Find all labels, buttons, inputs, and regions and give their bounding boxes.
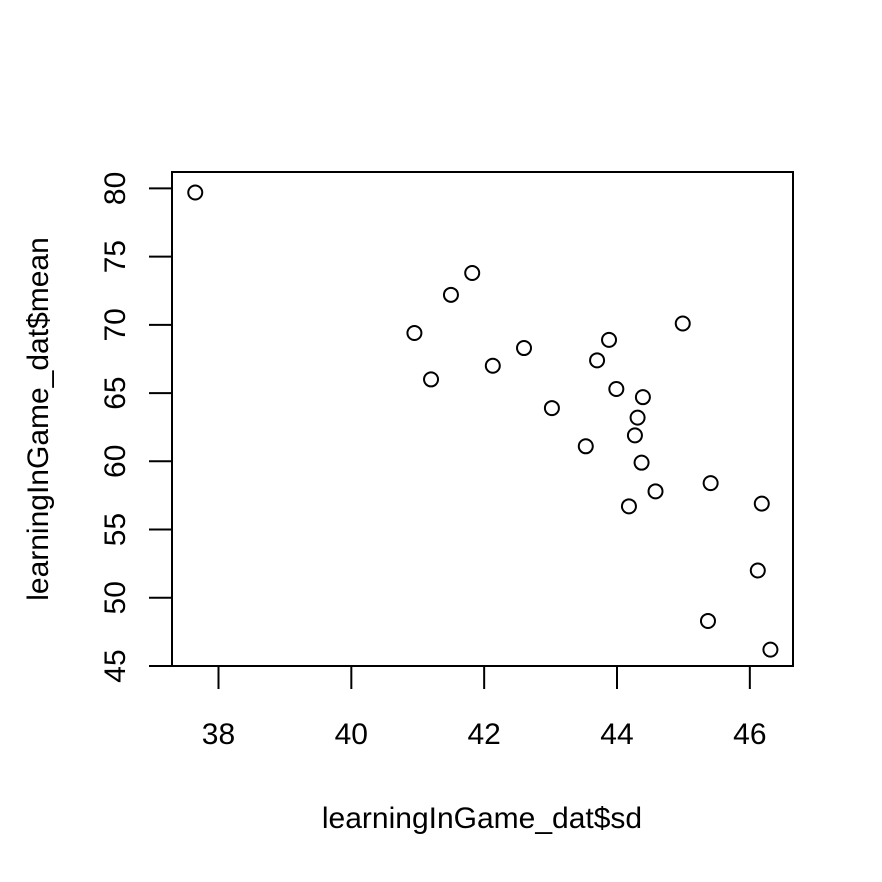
data-point [484, 357, 501, 374]
y-tick-label: 55 [99, 513, 132, 546]
y-tick-label: 65 [99, 376, 132, 409]
data-point [702, 475, 719, 492]
data-point [589, 352, 606, 369]
data-point [187, 184, 204, 201]
x-axis: 38 40 42 44 46 [202, 665, 767, 751]
data-point [633, 454, 650, 471]
data-point [749, 562, 766, 579]
data-point [626, 427, 643, 444]
data-point [753, 495, 770, 512]
data-point [423, 371, 440, 388]
x-tick-label: 42 [467, 718, 500, 751]
x-tick-label: 38 [202, 718, 235, 751]
data-point [620, 498, 637, 515]
y-tick-label: 60 [99, 445, 132, 478]
data-point [699, 612, 716, 629]
data-point [543, 400, 560, 417]
data-point [608, 380, 625, 397]
x-tick-label: 40 [335, 718, 368, 751]
data-point [647, 483, 664, 500]
data-point [406, 325, 423, 342]
y-tick-label: 80 [99, 172, 132, 205]
data-point [674, 315, 691, 332]
data-point [577, 438, 594, 455]
data-point [629, 409, 646, 426]
y-tick-label: 70 [99, 308, 132, 341]
data-point [442, 286, 459, 303]
y-tick-label: 45 [99, 649, 132, 682]
data-point [762, 641, 779, 658]
data-point [634, 389, 651, 406]
y-axis: 45 50 55 60 65 70 75 80 [99, 172, 173, 683]
data-points [187, 184, 779, 658]
data-point [601, 331, 618, 348]
y-tick-label: 75 [99, 240, 132, 273]
x-axis-title: learningInGame_dat$sd [322, 802, 642, 835]
x-tick-label: 46 [733, 718, 766, 751]
y-axis-title: learningInGame_dat$mean [22, 237, 55, 601]
plot-area-border [171, 171, 794, 667]
y-tick-label: 50 [99, 581, 132, 614]
data-point [464, 264, 481, 281]
x-tick-label: 44 [600, 718, 633, 751]
data-point [516, 340, 533, 357]
